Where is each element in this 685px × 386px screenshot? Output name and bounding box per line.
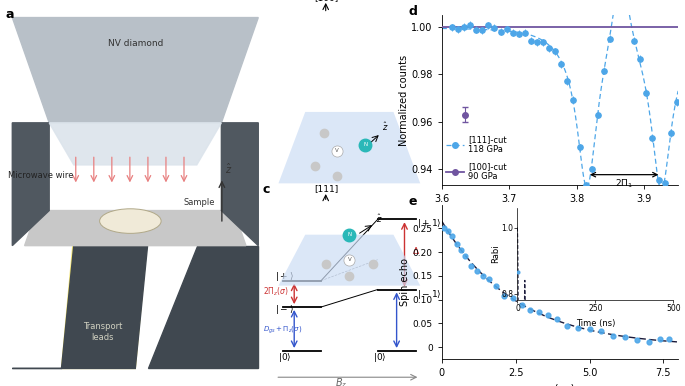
Point — [472, 267, 483, 274]
Point — [491, 283, 502, 290]
Polygon shape — [62, 235, 147, 369]
Polygon shape — [49, 123, 221, 165]
Text: Transport
leads: Transport leads — [83, 322, 123, 342]
Point — [516, 302, 527, 308]
Text: $|-\rangle$: $|-\rangle$ — [275, 303, 294, 316]
Point — [562, 323, 573, 329]
Polygon shape — [12, 123, 49, 245]
Y-axis label: Normalized counts: Normalized counts — [399, 55, 409, 146]
Point — [447, 233, 458, 239]
Text: d: d — [409, 5, 418, 18]
Text: Microwave wire: Microwave wire — [8, 171, 73, 179]
Text: $|0\rangle$: $|0\rangle$ — [278, 351, 292, 364]
Text: NV diamond: NV diamond — [108, 39, 163, 48]
Text: $D_{gs}+\Pi_z(\sigma)$: $D_{gs}+\Pi_z(\sigma)$ — [262, 324, 302, 336]
Text: $B_z$: $B_z$ — [335, 376, 348, 386]
Polygon shape — [147, 245, 258, 369]
Point — [584, 326, 595, 332]
X-axis label: Frequency (GHz): Frequency (GHz) — [516, 210, 603, 220]
Text: b: b — [262, 0, 271, 3]
Polygon shape — [278, 112, 420, 183]
Point — [655, 336, 666, 342]
Text: $\hat{z}$: $\hat{z}$ — [225, 161, 232, 176]
Polygon shape — [278, 235, 420, 286]
Text: [111]: [111] — [314, 184, 339, 193]
Text: V: V — [335, 148, 338, 153]
Point — [596, 328, 607, 334]
Point — [456, 247, 466, 253]
Point — [466, 262, 477, 269]
Text: N: N — [363, 142, 367, 147]
Text: $2\Pi_1$: $2\Pi_1$ — [615, 177, 633, 190]
Point — [451, 240, 462, 247]
Point — [525, 307, 536, 313]
Text: $|+1\rangle$: $|+1\rangle$ — [417, 217, 442, 230]
Point — [438, 225, 449, 231]
Point — [551, 316, 562, 322]
Text: $2\Pi_z(\sigma)$: $2\Pi_z(\sigma)$ — [262, 286, 288, 298]
Text: $\hat{z}$: $\hat{z}$ — [382, 121, 389, 133]
Point — [632, 337, 643, 343]
Point — [460, 253, 471, 259]
Point — [572, 325, 583, 331]
Text: c: c — [262, 183, 270, 196]
Text: $\Delta$: $\Delta$ — [412, 245, 421, 256]
Text: [100]: [100] — [314, 0, 339, 2]
Point — [643, 339, 654, 345]
Text: $|-1\rangle$: $|-1\rangle$ — [417, 288, 442, 301]
Legend: [111]-cut
118 GPa, [100]-cut
90 GPa: [111]-cut 118 GPa, [100]-cut 90 GPa — [446, 135, 507, 181]
Point — [499, 293, 510, 299]
Point — [477, 273, 488, 279]
Text: $|+\rangle$: $|+\rangle$ — [275, 270, 294, 283]
Point — [534, 309, 545, 315]
Text: a: a — [5, 8, 14, 21]
Polygon shape — [25, 210, 246, 245]
Point — [619, 334, 630, 340]
Ellipse shape — [99, 209, 161, 234]
Text: Sample: Sample — [184, 198, 216, 207]
Point — [608, 333, 619, 339]
Point — [543, 312, 553, 318]
Point — [664, 336, 675, 342]
Text: V: V — [347, 257, 351, 262]
Text: e: e — [409, 195, 417, 208]
Point — [507, 295, 518, 301]
Polygon shape — [12, 245, 147, 369]
Text: $|0\rangle$: $|0\rangle$ — [373, 351, 386, 364]
Point — [443, 227, 453, 234]
Y-axis label: Spin echo: Spin echo — [400, 258, 410, 306]
Text: $\hat{z}$: $\hat{z}$ — [376, 212, 383, 225]
Polygon shape — [12, 17, 258, 123]
Text: N: N — [347, 232, 351, 237]
Polygon shape — [221, 123, 258, 245]
Point — [484, 276, 495, 282]
X-axis label: τ (μs): τ (μs) — [545, 384, 575, 386]
